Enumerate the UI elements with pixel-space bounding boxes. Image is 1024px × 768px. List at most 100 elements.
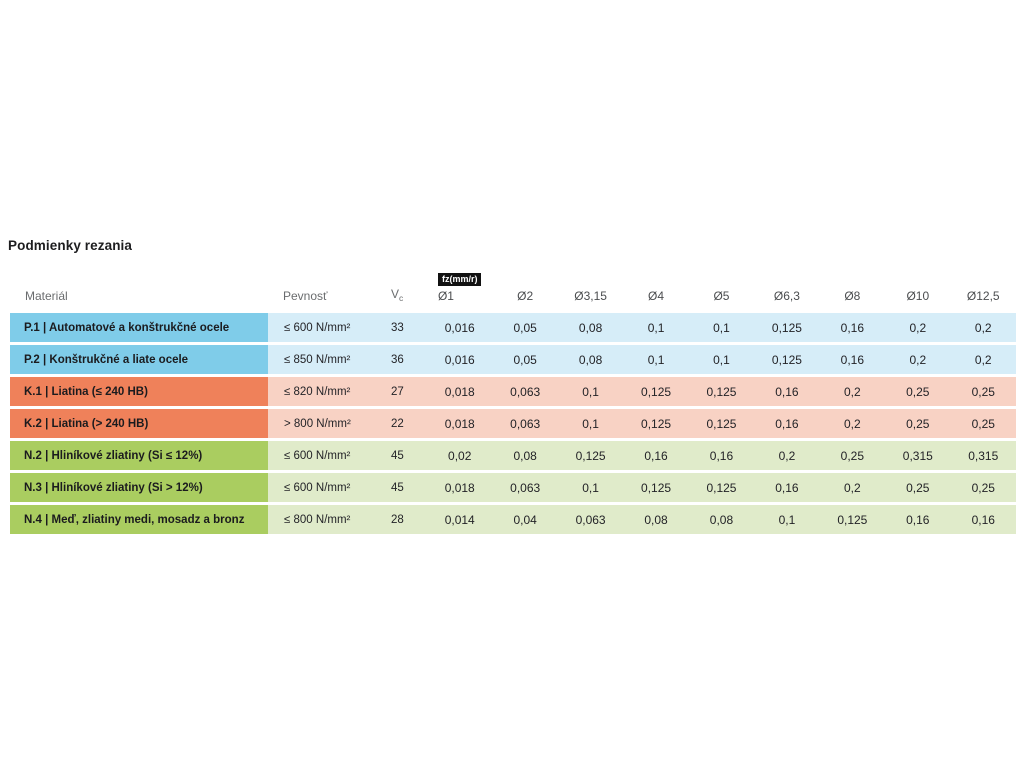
- material-cell: K.1 | Liatina (≤ 240 HB): [10, 377, 268, 406]
- fz-value-cell: 0,125: [754, 345, 820, 374]
- fz-value-cell: 0,2: [754, 441, 820, 470]
- fz-value-cell: 0,08: [557, 313, 624, 342]
- fz-value-cell: 0,063: [557, 505, 624, 534]
- fz-value-cell: 0,125: [819, 505, 886, 534]
- table-row-n2: N.2 | Hliníkové zliatiny (Si ≤ 12%) ≤ 60…: [10, 441, 1016, 470]
- fz-value-cell: 0,063: [492, 473, 558, 502]
- vc-cell: 22: [375, 409, 427, 438]
- fz-value-cell: 0,05: [492, 345, 558, 374]
- fz-value-cell: 0,08: [557, 345, 624, 374]
- material-cell: N.2 | Hliníkové zliatiny (Si ≤ 12%): [10, 441, 268, 470]
- table-row-k1: K.1 | Liatina (≤ 240 HB) ≤ 820 N/mm² 27 …: [10, 377, 1016, 406]
- fz-value-cell: 0,125: [688, 377, 755, 406]
- material-cell: K.2 | Liatina (> 240 HB): [10, 409, 268, 438]
- strength-cell: ≤ 600 N/mm²: [268, 473, 375, 502]
- fz-value-cell: 0,1: [688, 345, 755, 374]
- fz-value-cell: 0,315: [885, 441, 951, 470]
- table-row-p1: P.1 | Automatové a konštrukčné ocele ≤ 6…: [10, 313, 1016, 342]
- fz-value-cell: 0,25: [950, 409, 1016, 438]
- col-header-d10: Ø10: [906, 289, 930, 303]
- col-header-vc: Vc: [375, 259, 427, 310]
- fz-value-cell: 0,16: [623, 441, 689, 470]
- col-header-strength: Pevnosť: [283, 289, 328, 303]
- fz-value-cell: 0,125: [623, 377, 689, 406]
- table-row-n3: N.3 | Hliníkové zliatiny (Si > 12%) ≤ 60…: [10, 473, 1016, 502]
- fz-value-cell: 0,05: [492, 313, 558, 342]
- fz-value-cell: 0,2: [885, 313, 951, 342]
- fz-value-cell: 0,016: [427, 345, 493, 374]
- fz-value-cell: 0,08: [623, 505, 689, 534]
- col-header-d5: Ø5: [713, 289, 730, 303]
- fz-value-cell: 0,063: [492, 409, 558, 438]
- fz-value-cell: 0,1: [557, 409, 624, 438]
- fz-value-cell: 0,125: [557, 441, 624, 470]
- strength-cell: ≤ 850 N/mm²: [268, 345, 375, 374]
- strength-cell: ≤ 600 N/mm²: [268, 313, 375, 342]
- page-title: Podmienky rezania: [8, 238, 132, 253]
- col-header-d8: Ø8: [844, 289, 861, 303]
- fz-value-cell: 0,02: [427, 441, 493, 470]
- fz-value-cell: 0,25: [885, 473, 951, 502]
- fz-value-cell: 0,1: [557, 377, 624, 406]
- fz-unit-badge: fz(mm/r): [437, 273, 482, 286]
- col-header-d2: Ø2: [517, 289, 534, 303]
- col-header-material: Materiál: [25, 289, 68, 303]
- fz-value-cell: 0,16: [754, 377, 820, 406]
- col-header-d3-15: Ø3,15: [574, 289, 607, 303]
- fz-value-cell: 0,16: [688, 441, 755, 470]
- fz-value-cell: 0,018: [427, 377, 493, 406]
- material-cell: P.2 | Konštrukčné a liate ocele: [10, 345, 268, 374]
- fz-value-cell: 0,1: [754, 505, 820, 534]
- vc-cell: 36: [375, 345, 427, 374]
- material-cell: N.3 | Hliníkové zliatiny (Si > 12%): [10, 473, 268, 502]
- fz-value-cell: 0,2: [950, 313, 1016, 342]
- fz-value-cell: 0,16: [819, 313, 886, 342]
- fz-value-cell: 0,018: [427, 473, 493, 502]
- fz-value-cell: 0,25: [819, 441, 886, 470]
- strength-cell: ≤ 800 N/mm²: [268, 505, 375, 534]
- col-header-d6-3: Ø6,3: [773, 289, 800, 303]
- fz-value-cell: 0,08: [688, 505, 755, 534]
- vc-symbol: V: [391, 287, 400, 301]
- fz-value-cell: 0,25: [950, 377, 1016, 406]
- fz-value-cell: 0,08: [492, 441, 558, 470]
- fz-value-cell: 0,125: [688, 409, 755, 438]
- fz-value-cell: 0,1: [557, 473, 624, 502]
- fz-value-cell: 0,16: [819, 345, 886, 374]
- fz-value-cell: 0,016: [427, 313, 493, 342]
- material-cell: N.4 | Meď, zliatiny medi, mosadz a bronz: [10, 505, 268, 534]
- fz-value-cell: 0,315: [950, 441, 1016, 470]
- vc-cell: 28: [375, 505, 427, 534]
- fz-value-cell: 0,25: [885, 409, 951, 438]
- vc-cell: 27: [375, 377, 427, 406]
- strength-cell: > 800 N/mm²: [268, 409, 375, 438]
- fz-value-cell: 0,16: [885, 505, 951, 534]
- fz-value-cell: 0,018: [427, 409, 493, 438]
- table-row-p2: P.2 | Konštrukčné a liate ocele ≤ 850 N/…: [10, 345, 1016, 374]
- fz-value-cell: 0,125: [754, 313, 820, 342]
- strength-cell: ≤ 820 N/mm²: [268, 377, 375, 406]
- fz-value-cell: 0,125: [623, 473, 689, 502]
- table-header-row: Materiál Pevnosť Vc fz(mm/r) Ø1 Ø2 Ø3,15…: [10, 259, 1016, 310]
- col-header-d4: Ø4: [648, 289, 665, 303]
- vc-cell: 33: [375, 313, 427, 342]
- fz-value-cell: 0,25: [885, 377, 951, 406]
- d1-header-group: fz(mm/r) Ø1: [437, 271, 482, 303]
- col-header-d1: fz(mm/r) Ø1: [427, 259, 492, 310]
- table-row-n4: N.4 | Meď, zliatiny medi, mosadz a bronz…: [10, 505, 1016, 534]
- vc-cell: 45: [375, 473, 427, 502]
- d1-label: Ø1: [437, 289, 454, 303]
- fz-value-cell: 0,125: [688, 473, 755, 502]
- fz-value-cell: 0,063: [492, 377, 558, 406]
- fz-value-cell: 0,2: [819, 409, 886, 438]
- fz-value-cell: 0,125: [623, 409, 689, 438]
- material-cell: P.1 | Automatové a konštrukčné ocele: [10, 313, 268, 342]
- fz-value-cell: 0,16: [950, 505, 1016, 534]
- cutting-conditions-table: Materiál Pevnosť Vc fz(mm/r) Ø1 Ø2 Ø3,15…: [10, 256, 1016, 537]
- col-header-d12-5: Ø12,5: [966, 289, 1000, 303]
- fz-value-cell: 0,25: [950, 473, 1016, 502]
- fz-value-cell: 0,014: [427, 505, 493, 534]
- fz-value-cell: 0,1: [623, 313, 689, 342]
- fz-value-cell: 0,1: [623, 345, 689, 374]
- fz-value-cell: 0,2: [950, 345, 1016, 374]
